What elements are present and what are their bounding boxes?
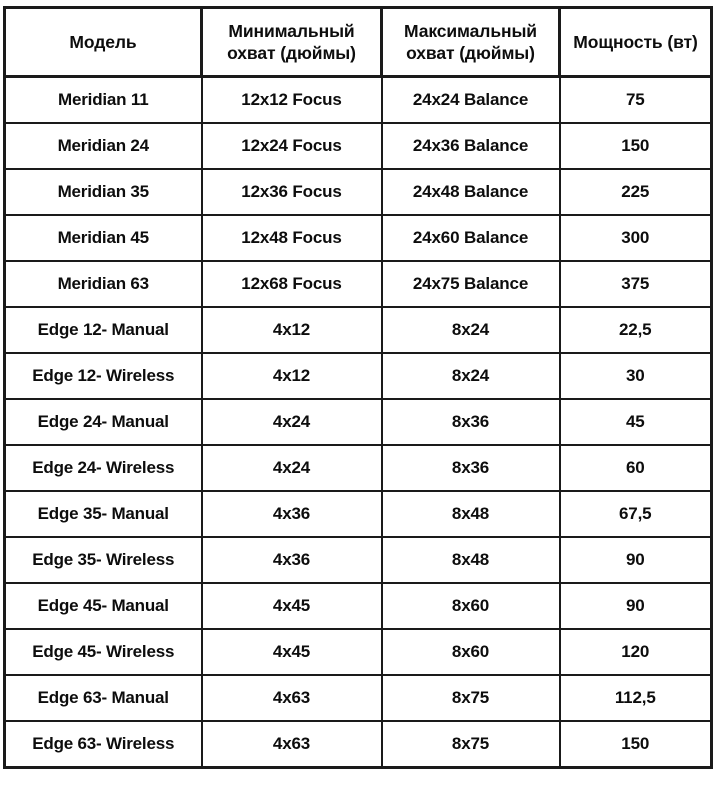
cell-model: Edge 45- Wireless [3,628,203,676]
cell-min_coverage: 4x63 [200,674,383,722]
column-header-line: Мощность (вт) [573,31,698,52]
cell-max_coverage: 8x60 [380,628,561,676]
cell-model: Edge 24- Wireless [3,444,203,492]
column-header-line: охват (дюймы) [227,43,356,63]
cell-power: 150 [558,720,713,769]
column-header-model: Модель [3,6,203,78]
cell-model: Meridian 35 [3,168,203,216]
column-header-line: Минимальный [228,20,355,41]
cell-max_coverage: 8x48 [380,490,561,538]
cell-power: 30 [558,352,713,400]
cell-power: 150 [558,122,713,170]
cell-min_coverage: 12x24 Focus [200,122,383,170]
cell-model: Edge 35- Manual [3,490,203,538]
cell-min_coverage: 4x63 [200,720,383,769]
cell-model: Edge 12- Manual [3,306,203,354]
cell-min_coverage: 4x24 [200,398,383,446]
header-row: Модель Минимальный охват (дюймы) Максимал… [3,6,713,78]
cell-max_coverage: 24x36 Balance [380,122,561,170]
cell-model: Edge 24- Manual [3,398,203,446]
cell-model: Meridian 63 [3,260,203,308]
cell-min_coverage: 4x45 [200,628,383,676]
cell-power: 375 [558,260,713,308]
table-row: Meridian 63 12x68 Focus 24x75 Balance 375 [3,260,713,308]
table-row: Edge 63- Manual 4x63 8x75 112,5 [3,674,713,722]
cell-power: 300 [558,214,713,262]
cell-max_coverage: 24x75 Balance [380,260,561,308]
table-row: Edge 12- Manual 4x12 8x24 22,5 [3,306,713,354]
cell-model: Edge 45- Manual [3,582,203,630]
table-row: Meridian 35 12x36 Focus 24x48 Balance 225 [3,168,713,216]
column-header-max-coverage: Максимальный охват (дюймы) [380,6,561,78]
cell-max_coverage: 24x60 Balance [380,214,561,262]
cell-model: Edge 63- Wireless [3,720,203,769]
cell-power: 75 [558,75,713,124]
cell-power: 90 [558,582,713,630]
cell-max_coverage: 8x75 [380,720,561,769]
column-header-power: Мощность (вт) [558,6,713,78]
cell-power: 67,5 [558,490,713,538]
cell-power: 22,5 [558,306,713,354]
table-row: Edge 12- Wireless 4x12 8x24 30 [3,352,713,400]
cell-max_coverage: 8x24 [380,352,561,400]
cell-power: 120 [558,628,713,676]
cell-power: 112,5 [558,674,713,722]
cell-max_coverage: 8x24 [380,306,561,354]
cell-min_coverage: 12x36 Focus [200,168,383,216]
cell-min_coverage: 12x68 Focus [200,260,383,308]
table-body: Meridian 11 12x12 Focus 24x24 Balance 75 Mer… [3,75,713,769]
cell-min_coverage: 4x24 [200,444,383,492]
cell-max_coverage: 24x24 Balance [380,75,561,124]
table-header: Модель Минимальный охват (дюймы) Максимал… [3,6,713,78]
cell-power: 45 [558,398,713,446]
cell-max_coverage: 24x48 Balance [380,168,561,216]
cell-max_coverage: 8x60 [380,582,561,630]
cell-model: Meridian 45 [3,214,203,262]
cell-power: 225 [558,168,713,216]
cell-model: Edge 63- Manual [3,674,203,722]
cell-power: 60 [558,444,713,492]
column-header-line: Модель [69,31,137,52]
column-header-min-coverage: Минимальный охват (дюймы) [200,6,383,78]
table-row: Edge 35- Manual 4x36 8x48 67,5 [3,490,713,538]
cell-model: Edge 35- Wireless [3,536,203,584]
cell-min_coverage: 12x48 Focus [200,214,383,262]
cell-max_coverage: 8x36 [380,398,561,446]
column-header-line: охват (дюймы) [406,43,535,63]
table-row: Edge 45- Wireless 4x45 8x60 120 [3,628,713,676]
table-row: Edge 35- Wireless 4x36 8x48 90 [3,536,713,584]
cell-max_coverage: 8x48 [380,536,561,584]
table-row: Meridian 45 12x48 Focus 24x60 Balance 300 [3,214,713,262]
column-header-line: Максимальный [404,20,537,41]
table-row: Edge 24- Wireless 4x24 8x36 60 [3,444,713,492]
table-row: Edge 63- Wireless 4x63 8x75 150 [3,720,713,769]
cell-min_coverage: 4x36 [200,490,383,538]
cell-min_coverage: 4x12 [200,306,383,354]
cell-model: Meridian 11 [3,75,203,124]
cell-model: Edge 12- Wireless [3,352,203,400]
cell-min_coverage: 4x36 [200,536,383,584]
cell-max_coverage: 8x36 [380,444,561,492]
cell-min_coverage: 4x45 [200,582,383,630]
cell-min_coverage: 4x12 [200,352,383,400]
table-row: Meridian 24 12x24 Focus 24x36 Balance 150 [3,122,713,170]
specifications-table: Модель Минимальный охват (дюймы) Максимал… [3,6,713,769]
table-row: Edge 45- Manual 4x45 8x60 90 [3,582,713,630]
cell-power: 90 [558,536,713,584]
cell-max_coverage: 8x75 [380,674,561,722]
cell-min_coverage: 12x12 Focus [200,75,383,124]
cell-model: Meridian 24 [3,122,203,170]
table-row: Meridian 11 12x12 Focus 24x24 Balance 75 [3,75,713,124]
table-row: Edge 24- Manual 4x24 8x36 45 [3,398,713,446]
